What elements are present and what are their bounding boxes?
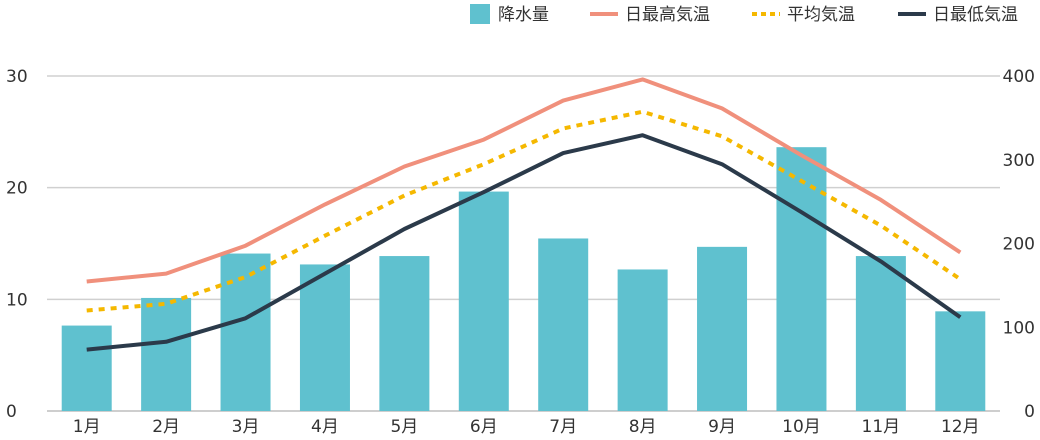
bar-9 — [697, 246, 748, 411]
bar-6 — [458, 191, 509, 411]
bar-2 — [141, 297, 192, 411]
right-tick-300: 300 — [1003, 151, 1035, 171]
left-tick-0: 0 — [6, 402, 17, 422]
left-tick-30: 30 — [6, 67, 28, 87]
precipitation-bars — [61, 147, 986, 411]
legend: 降水量 日最高気温 平均気温 日最低気温 — [470, 4, 1018, 25]
right-tick-100: 100 — [1003, 318, 1035, 338]
bar-4 — [299, 264, 350, 411]
right-tick-200: 200 — [1003, 235, 1035, 255]
bar-5 — [379, 256, 430, 411]
line-series-3 — [86, 133, 962, 352]
left-tick-10: 10 — [6, 290, 28, 310]
bar-8 — [617, 269, 668, 411]
bar-7 — [538, 238, 589, 411]
x-tick-12: 12月 — [941, 417, 980, 437]
x-tick-11: 11月 — [862, 417, 901, 437]
x-tick-2: 2月 — [152, 417, 180, 437]
legend-label-3: 日最低気温 — [933, 5, 1018, 25]
temperature-lines — [86, 77, 962, 352]
right-axis-ticks: 0 100 200 300 400 — [1003, 67, 1035, 422]
x-tick-10: 10月 — [782, 417, 821, 437]
right-tick-400: 400 — [1003, 67, 1035, 87]
legend-label-2: 平均気温 — [787, 5, 855, 25]
x-tick-1: 1月 — [73, 417, 101, 437]
legend-label-1: 日最高気温 — [625, 5, 710, 25]
line-series-2 — [86, 109, 962, 313]
left-axis-ticks: 0 10 20 30 — [6, 67, 28, 422]
bar-12 — [935, 311, 986, 411]
bar-10 — [776, 147, 827, 411]
legend-label-precipitation: 降水量 — [498, 5, 549, 25]
bar-3 — [220, 253, 271, 411]
x-tick-4: 4月 — [311, 417, 339, 437]
x-axis-ticks: 1月 2月 3月 4月 5月 6月 7月 8月 9月 10月 11月 12月 — [73, 417, 980, 437]
x-tick-9: 9月 — [708, 417, 736, 437]
bar-1 — [61, 325, 112, 411]
right-tick-0: 0 — [1024, 402, 1035, 422]
grid-lines — [47, 75, 1000, 412]
line-series-1 — [86, 77, 962, 284]
left-tick-20: 20 — [6, 179, 28, 199]
x-tick-5: 5月 — [390, 417, 418, 437]
x-tick-7: 7月 — [549, 417, 577, 437]
x-tick-3: 3月 — [232, 417, 260, 437]
x-tick-8: 8月 — [629, 417, 657, 437]
bar-11 — [855, 256, 906, 411]
x-tick-6: 6月 — [470, 417, 498, 437]
legend-swatch-precipitation — [470, 4, 490, 24]
